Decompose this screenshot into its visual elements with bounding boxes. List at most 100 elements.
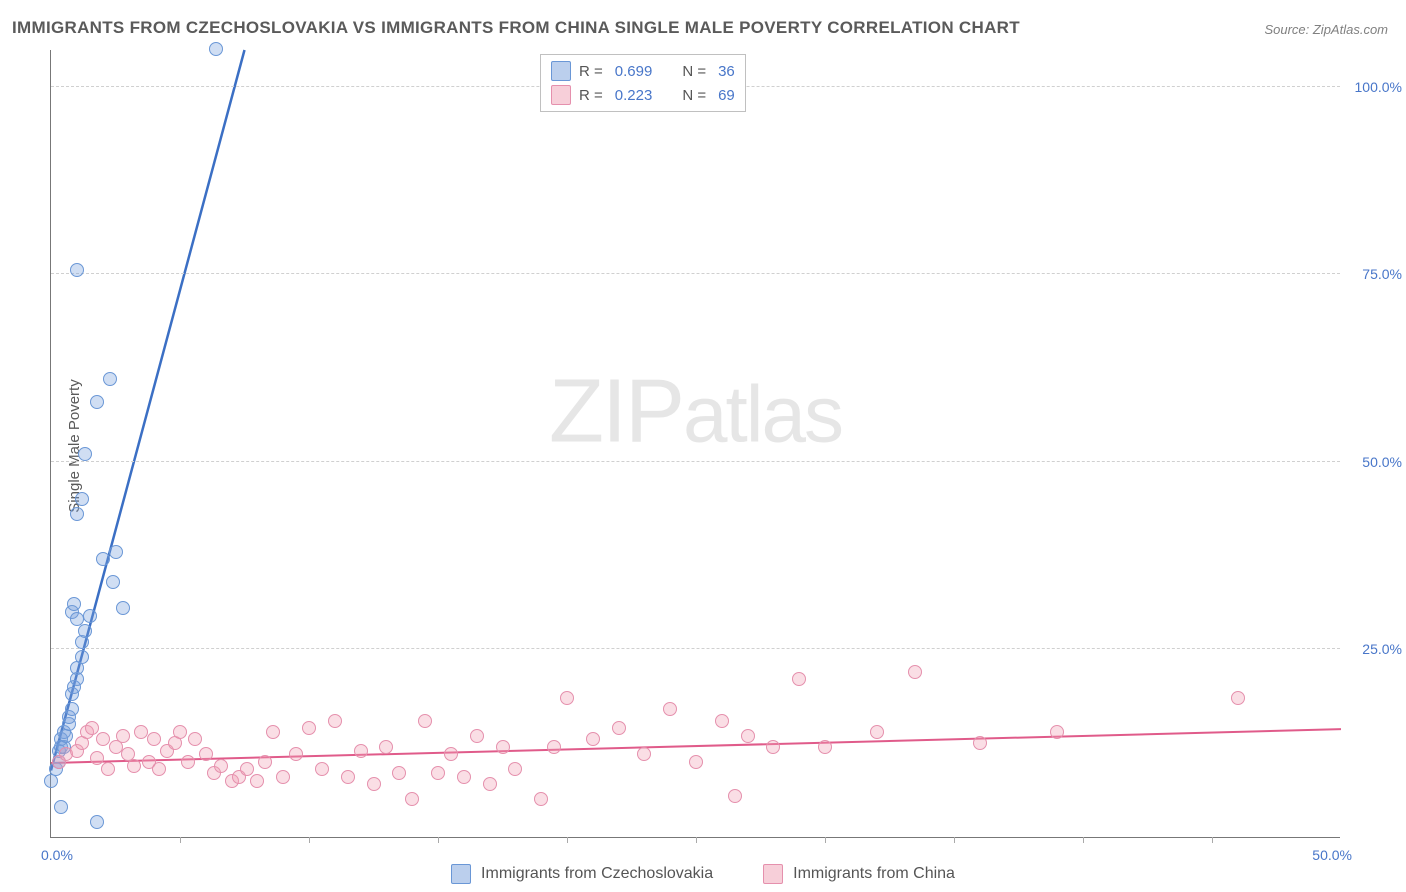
data-point [116,729,130,743]
y-tick-label: 25.0% [1362,641,1402,657]
data-point [152,762,166,776]
data-point [663,702,677,716]
x-minor-tick [180,837,181,843]
data-point [70,263,84,277]
data-point [560,691,574,705]
data-point [818,740,832,754]
chart-container: IMMIGRANTS FROM CZECHOSLOVAKIA VS IMMIGR… [0,0,1406,892]
legend-item-china: Immigrants from China [763,864,955,884]
x-minor-tick [438,837,439,843]
data-point [78,447,92,461]
data-point [728,789,742,803]
data-point [586,732,600,746]
data-point [792,672,806,686]
data-point [534,792,548,806]
y-tick-label: 50.0% [1362,454,1402,470]
data-point [147,732,161,746]
data-point [116,601,130,615]
data-point [508,762,522,776]
data-point [209,42,223,56]
data-point [90,395,104,409]
data-point [266,725,280,739]
data-point [54,800,68,814]
r-value: 0.699 [615,63,653,80]
r-value: 0.223 [615,87,653,104]
n-label: N = [682,87,706,104]
data-point [470,729,484,743]
data-point [96,552,110,566]
data-point [258,755,272,769]
data-point [689,755,703,769]
data-point [354,744,368,758]
data-point [457,770,471,784]
data-point [106,575,120,589]
gridline [51,648,1340,649]
data-point [109,545,123,559]
data-point [637,747,651,761]
data-point [127,759,141,773]
x-tick-label: 50.0% [1312,847,1352,863]
data-point [181,755,195,769]
trend-lines [51,50,1341,838]
data-point [75,492,89,506]
data-point [405,792,419,806]
swatch-icon [451,864,471,884]
n-value: 36 [718,63,735,80]
data-point [214,759,228,773]
gridline [51,461,1340,462]
legend-row-china: R = 0.223 N = 69 [551,83,735,107]
series-legend: Immigrants from Czechoslovakia Immigrant… [0,864,1406,884]
data-point [908,665,922,679]
data-point [276,770,290,784]
data-point [188,732,202,746]
data-point [1050,725,1064,739]
data-point [741,729,755,743]
x-minor-tick [1083,837,1084,843]
x-minor-tick [954,837,955,843]
legend-label: Immigrants from Czechoslovakia [481,865,713,883]
legend-label: Immigrants from China [793,865,955,883]
data-point [392,766,406,780]
data-point [250,774,264,788]
data-point [315,762,329,776]
data-point [444,747,458,761]
n-value: 69 [718,87,735,104]
x-minor-tick [696,837,697,843]
data-point [83,609,97,623]
data-point [496,740,510,754]
data-point [341,770,355,784]
x-minor-tick [825,837,826,843]
plot-area: ZIPatlas 25.0%50.0%75.0%100.0%0.0%50.0% [50,50,1340,838]
data-point [96,732,110,746]
data-point [547,740,561,754]
y-tick-label: 100.0% [1355,79,1402,95]
y-tick-label: 75.0% [1362,266,1402,282]
x-minor-tick [567,837,568,843]
correlation-legend: R = 0.699 N = 36 R = 0.223 N = 69 [540,54,746,112]
x-minor-tick [1212,837,1213,843]
legend-item-czech: Immigrants from Czechoslovakia [451,864,713,884]
swatch-icon [551,61,571,81]
data-point [367,777,381,791]
swatch-icon [763,864,783,884]
data-point [65,702,79,716]
x-tick-label: 0.0% [41,847,73,863]
data-point [103,372,117,386]
data-point [75,650,89,664]
data-point [302,721,316,735]
source-label: Source: ZipAtlas.com [1264,22,1388,37]
r-label: R = [579,87,603,104]
data-point [715,714,729,728]
data-point [1231,691,1245,705]
data-point [90,815,104,829]
data-point [70,612,84,626]
chart-title: IMMIGRANTS FROM CZECHOSLOVAKIA VS IMMIGR… [12,18,1020,38]
n-label: N = [682,63,706,80]
data-point [766,740,780,754]
data-point [101,762,115,776]
legend-row-czech: R = 0.699 N = 36 [551,59,735,83]
data-point [379,740,393,754]
gridline [51,273,1340,274]
data-point [70,507,84,521]
r-label: R = [579,63,603,80]
